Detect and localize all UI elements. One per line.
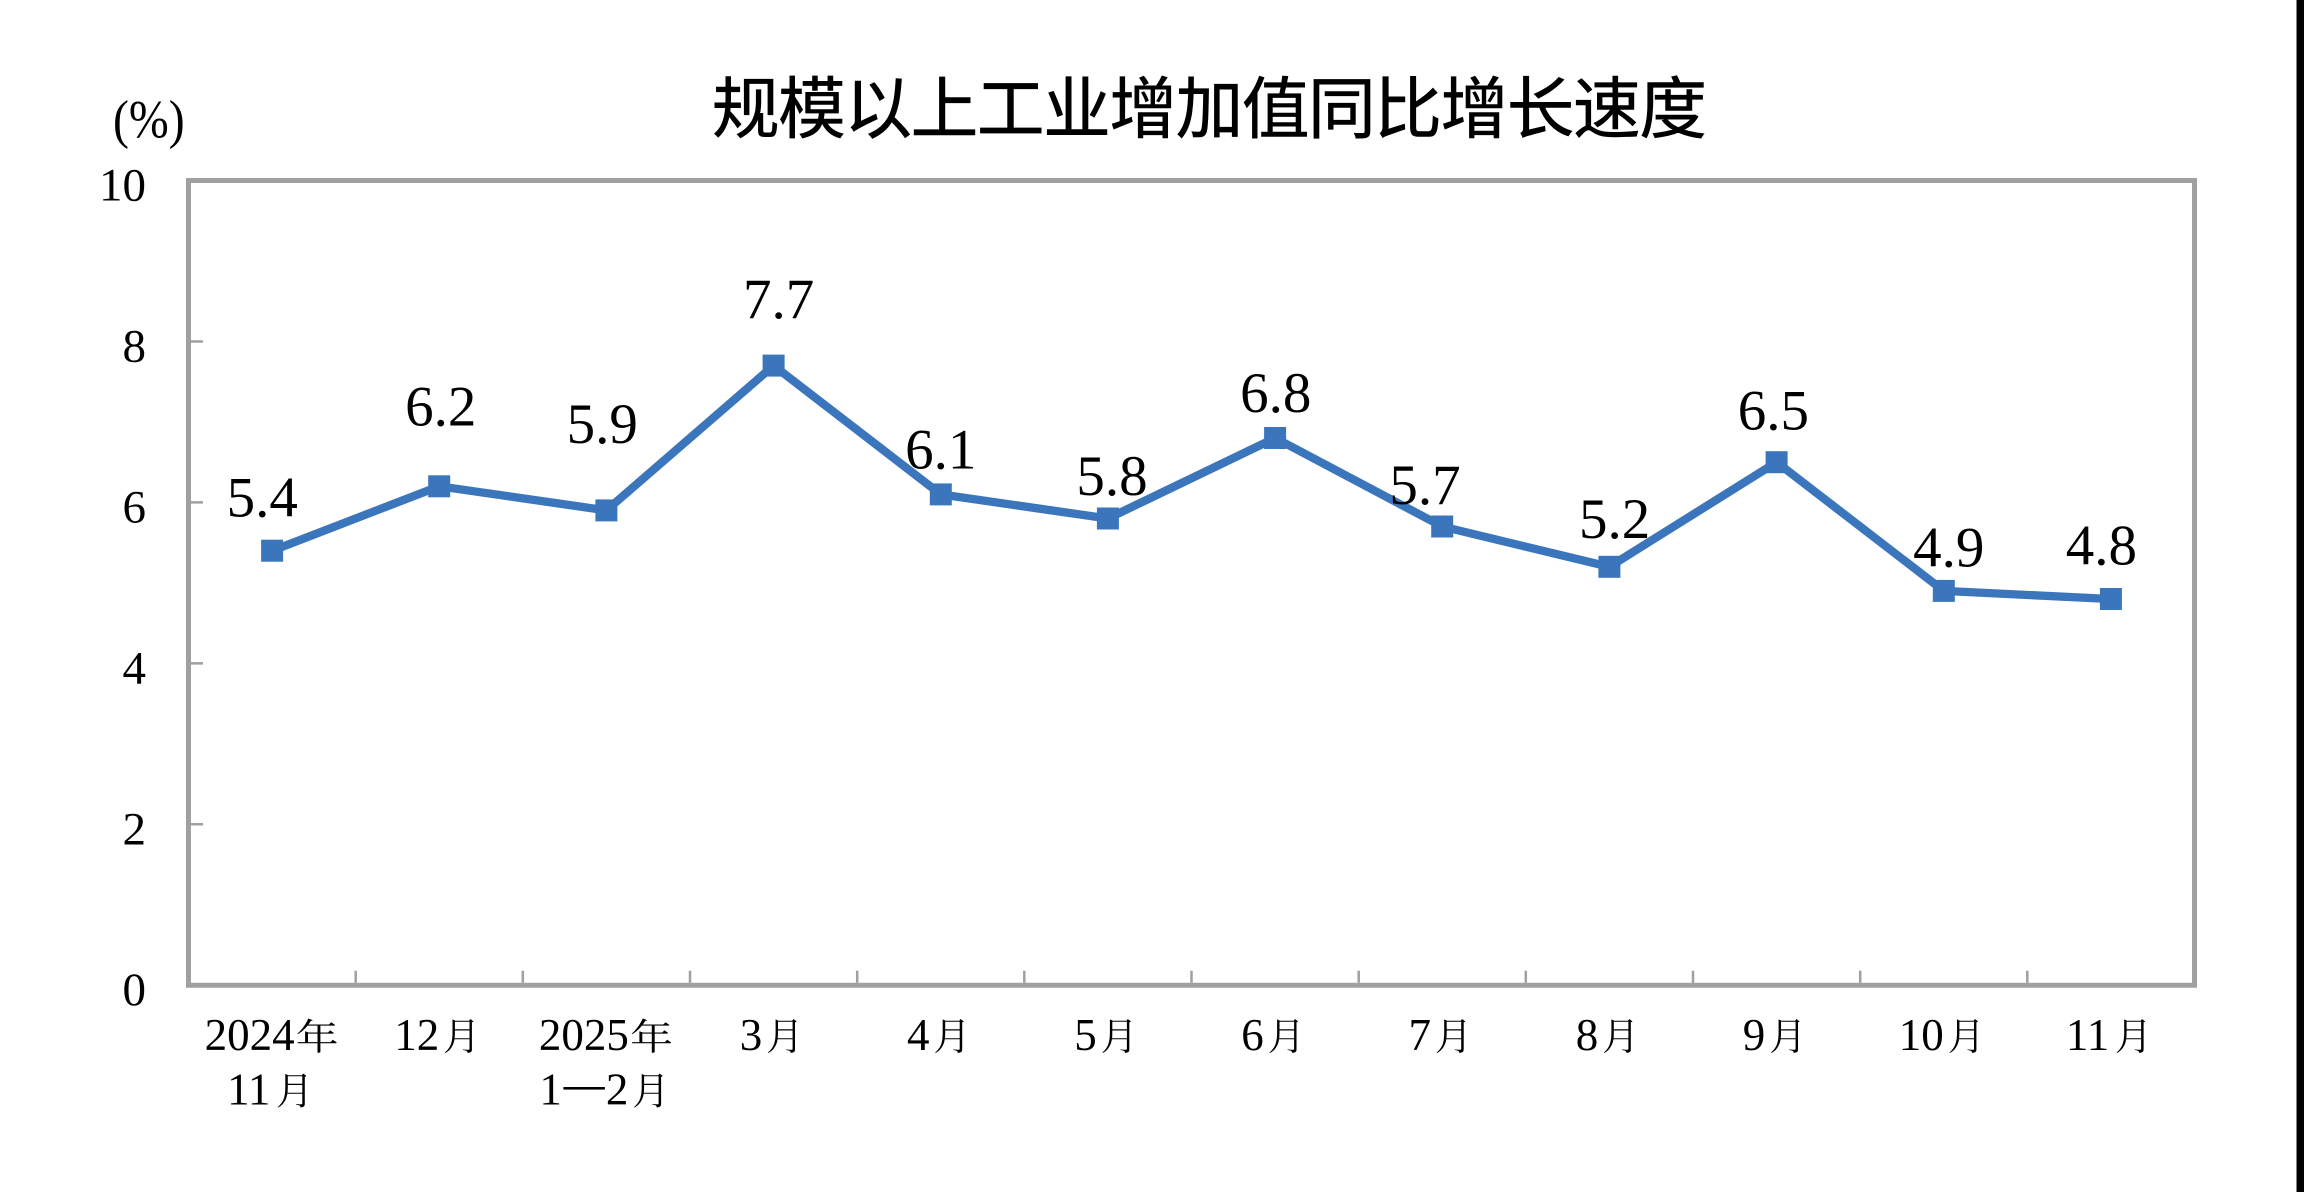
svg-text:6.5: 6.5 (1738, 379, 1809, 442)
svg-text:2024: 2024 (205, 1010, 295, 1060)
svg-text:4: 4 (123, 642, 147, 694)
svg-text:4: 4 (907, 1010, 930, 1060)
svg-text:2025: 2025 (539, 1010, 629, 1060)
svg-text:6: 6 (1241, 1010, 1264, 1060)
svg-text:7: 7 (1409, 1010, 1432, 1060)
svg-text:10: 10 (1899, 1010, 1944, 1060)
svg-text:12: 12 (394, 1010, 439, 1060)
svg-text:5.9: 5.9 (567, 393, 638, 456)
svg-text:11: 11 (2066, 1010, 2109, 1060)
svg-text:6: 6 (123, 481, 147, 533)
svg-text:1: 1 (539, 1065, 562, 1115)
svg-text:6.2: 6.2 (405, 375, 476, 438)
svg-text:11: 11 (227, 1065, 270, 1115)
svg-text:5.8: 5.8 (1076, 445, 1147, 508)
svg-text:6.1: 6.1 (905, 419, 976, 482)
svg-text:4.9: 4.9 (1913, 517, 1984, 580)
svg-text:(%): (%) (113, 91, 185, 150)
svg-text:9: 9 (1743, 1010, 1766, 1060)
svg-text:2: 2 (606, 1065, 629, 1115)
svg-text:7.7: 7.7 (743, 268, 814, 331)
svg-text:0: 0 (123, 964, 147, 1016)
svg-text:8: 8 (123, 321, 147, 373)
svg-text:5.2: 5.2 (1579, 488, 1650, 551)
svg-text:8: 8 (1576, 1010, 1599, 1060)
svg-text:4.8: 4.8 (2066, 514, 2137, 577)
svg-text:10: 10 (99, 160, 146, 212)
svg-text:2: 2 (123, 803, 147, 855)
svg-text:5.4: 5.4 (227, 466, 298, 529)
svg-text:3: 3 (740, 1010, 763, 1060)
svg-text:6.8: 6.8 (1240, 362, 1311, 425)
svg-text:5: 5 (1074, 1010, 1097, 1060)
svg-text:5.7: 5.7 (1389, 454, 1460, 517)
